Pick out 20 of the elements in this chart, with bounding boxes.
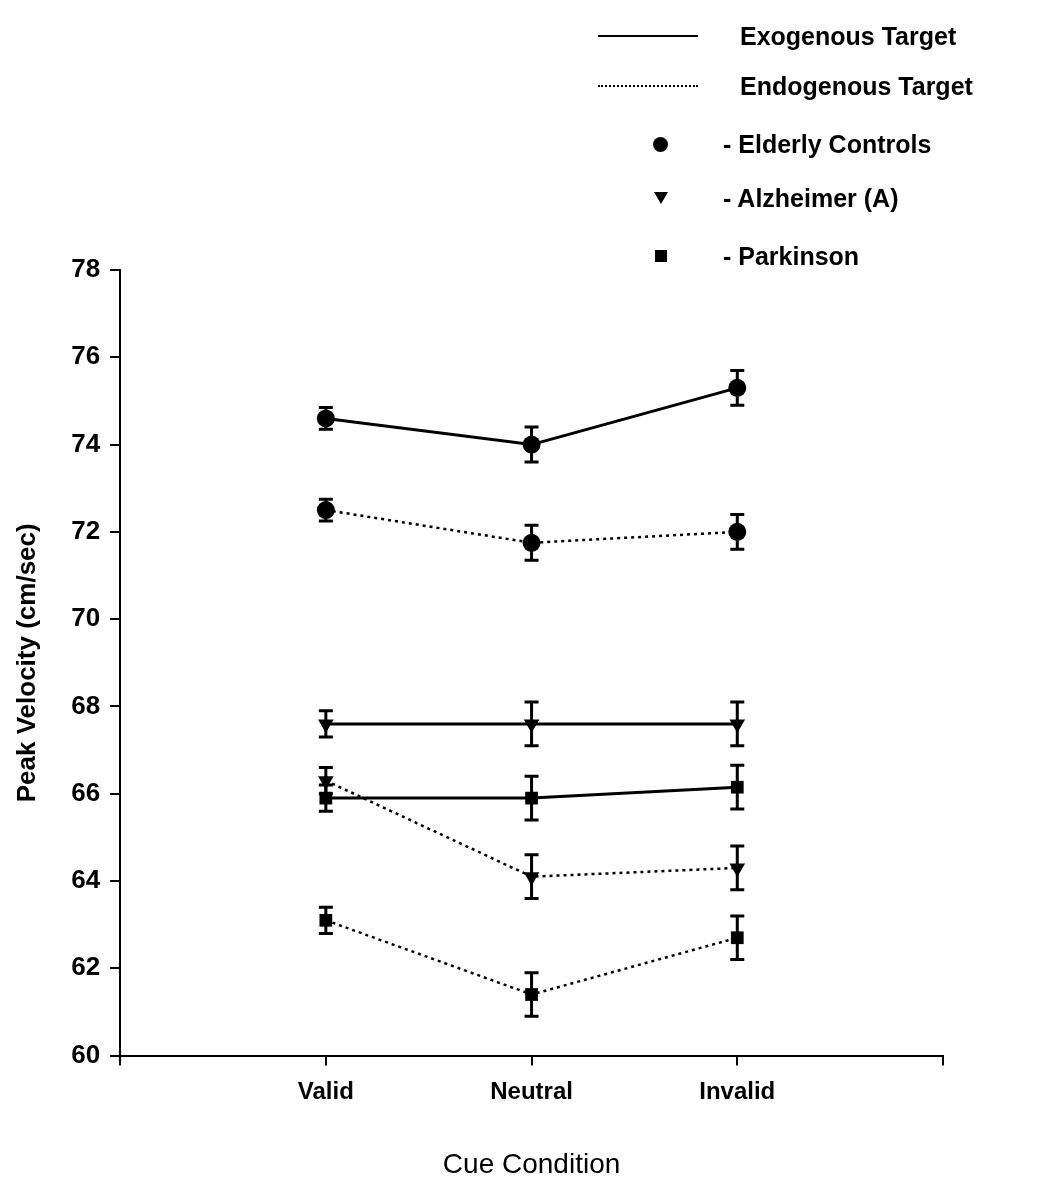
y-tick-label: 64 <box>71 864 101 895</box>
y-tick-label: 60 <box>71 1038 101 1069</box>
annotation: - Parkinson <box>723 241 860 271</box>
text: - Elderly Controls <box>723 129 932 159</box>
y-tick-label: 78 <box>71 253 101 284</box>
x-tick-label: Invalid <box>699 1076 776 1104</box>
text: Exogenous Target <box>740 21 957 51</box>
y-tick-label: 76 <box>71 340 101 371</box>
y-tick-label: 66 <box>71 776 101 807</box>
y-tick-label: 74 <box>71 427 101 458</box>
y-axis-title: Peak Velocity (cm/sec) <box>10 523 41 803</box>
x-tick-label: Neutral <box>490 1076 573 1104</box>
x-tick-label: Valid <box>297 1076 354 1104</box>
y-tick-label: 62 <box>71 951 101 982</box>
text: Endogenous Target <box>740 71 973 101</box>
text: - Alzheimer (A) <box>723 183 899 213</box>
y-tick-label: 70 <box>71 602 101 633</box>
y-tick-label: 68 <box>71 689 101 720</box>
x-axis-title: Cue Condition <box>442 1147 621 1179</box>
y-tick-label: 72 <box>71 515 101 546</box>
